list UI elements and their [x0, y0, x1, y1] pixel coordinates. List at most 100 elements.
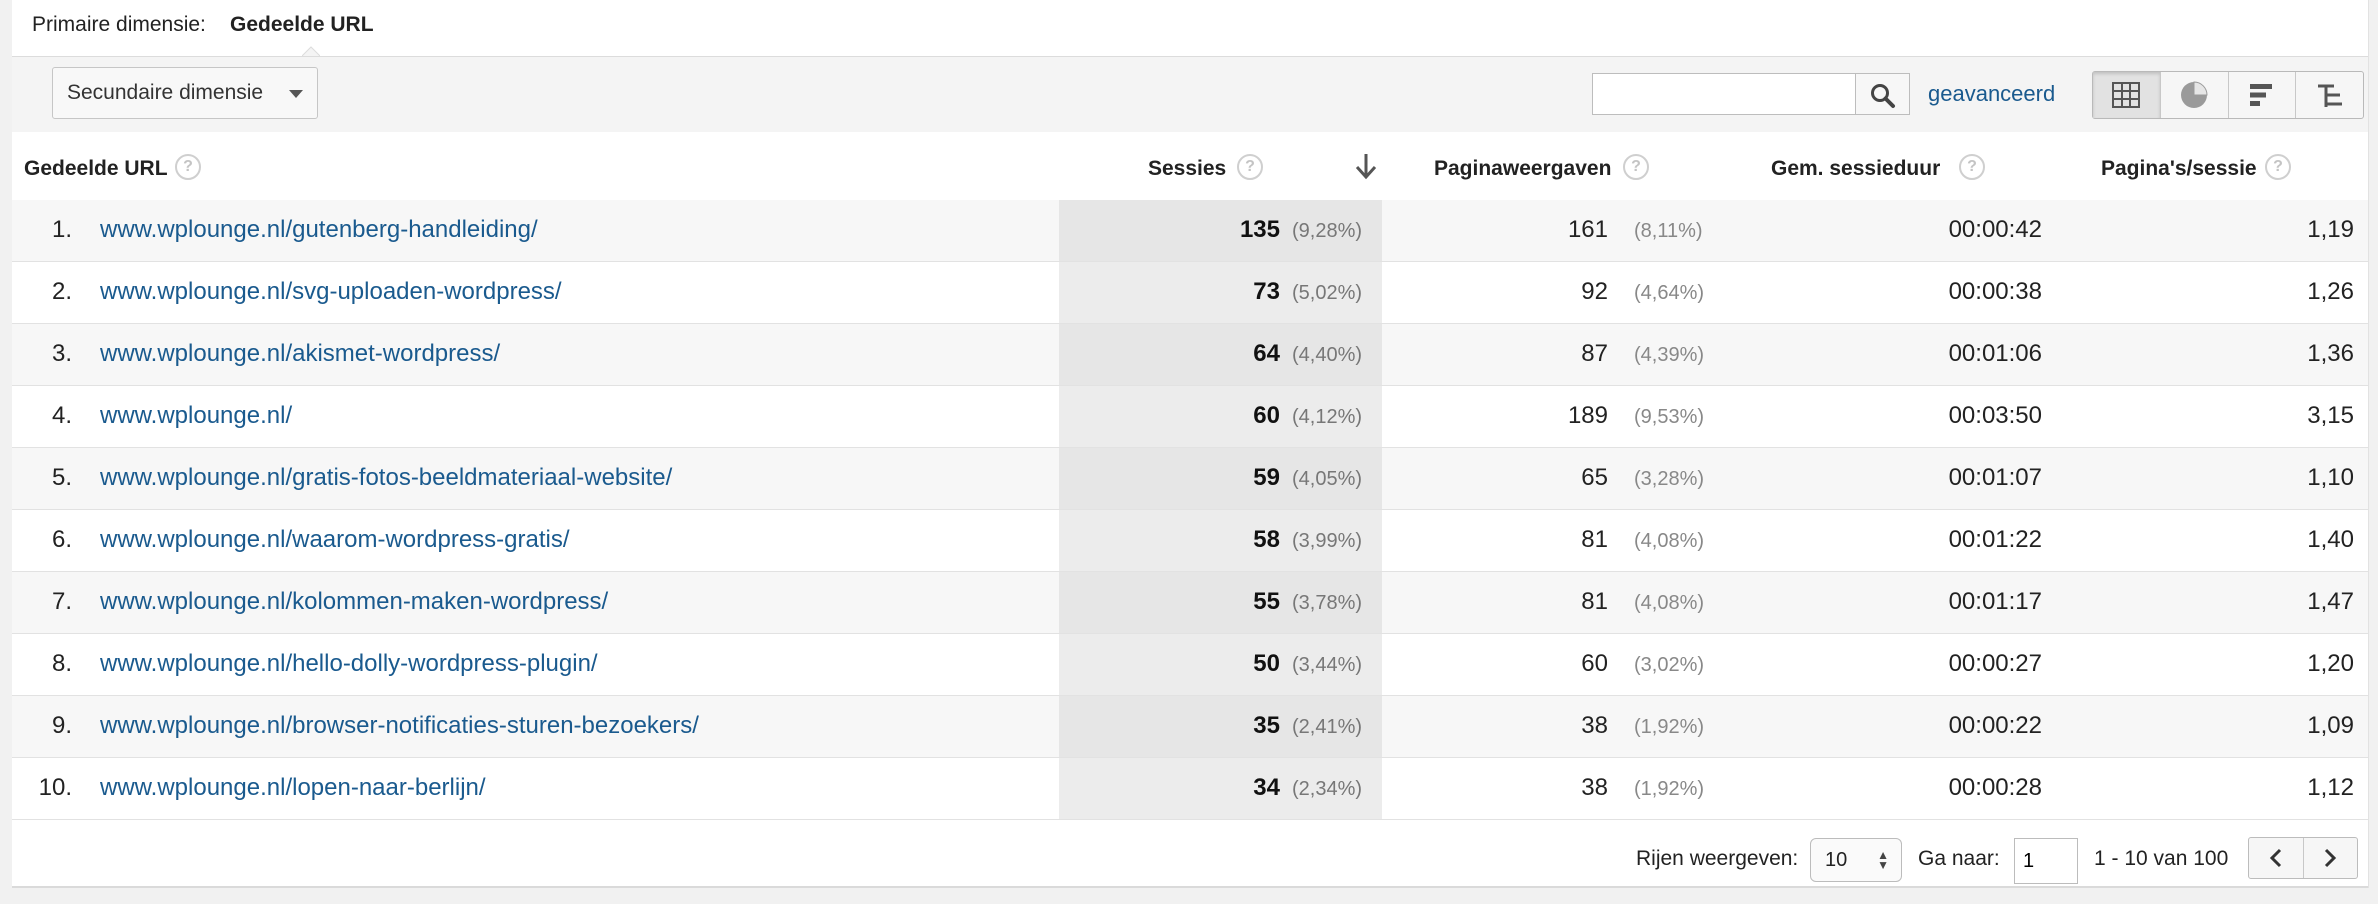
primary-dimension-bar: Primaire dimensie: Gedeelde URL — [12, 0, 2368, 56]
sessions-percent: (2,41%) — [1292, 716, 1363, 738]
help-icon[interactable]: ? — [1623, 154, 1649, 180]
pagination-footer: Rijen weergeven: 10 ▲▼ Ga naar: 1 - 10 v… — [12, 820, 2368, 888]
secondary-dimension-dropdown[interactable]: Secundaire dimensie — [52, 67, 318, 119]
table-row: 8. www.wplounge.nl/hello-dolly-wordpress… — [12, 634, 2368, 696]
table-row: 7. www.wplounge.nl/kolommen-maken-wordpr… — [12, 572, 2368, 634]
pageviews-percent: (1,92%) — [1634, 778, 1705, 800]
pageviews-value: 38 — [1581, 774, 1608, 801]
avg-duration-value: 00:00:42 — [1948, 216, 2042, 243]
url-link[interactable]: www.wplounge.nl/waarom-wordpress-gratis/ — [100, 526, 570, 553]
avg-duration-value: 00:01:17 — [1948, 588, 2042, 615]
url-link[interactable]: www.wplounge.nl/lopen-naar-berlijn/ — [100, 774, 486, 801]
page-bottom-edge — [0, 888, 2378, 904]
sorted-column-highlight — [1059, 262, 1382, 323]
chevron-left-icon — [2269, 848, 2281, 868]
sorted-column-highlight — [1059, 448, 1382, 509]
pivot-view-button[interactable] — [2296, 72, 2363, 118]
pageviews-percent: (4,39%) — [1634, 344, 1705, 366]
goto-label: Ga naar: — [1918, 847, 2000, 870]
sessions-percent: (3,99%) — [1292, 530, 1363, 552]
search-icon — [1871, 84, 1895, 108]
sessions-value: 64 — [1253, 340, 1280, 367]
url-link[interactable]: www.wplounge.nl/gratis-fotos-beeldmateri… — [100, 464, 673, 491]
table-row: 5. www.wplounge.nl/gratis-fotos-beeldmat… — [12, 448, 2368, 510]
chevron-right-icon — [2325, 848, 2337, 868]
pageviews-percent: (4,08%) — [1634, 530, 1705, 552]
advanced-filter-link[interactable]: geavanceerd — [1928, 81, 2056, 106]
url-link[interactable]: www.wplounge.nl/hello-dolly-wordpress-pl… — [100, 650, 598, 677]
pie-view-button[interactable] — [2161, 72, 2229, 118]
pageviews-value: 60 — [1581, 650, 1608, 677]
pageviews-value: 161 — [1567, 216, 1608, 243]
url-link[interactable]: www.wplounge.nl/svg-uploaden-wordpress/ — [100, 278, 562, 305]
url-link[interactable]: www.wplounge.nl/gutenberg-handleiding/ — [100, 216, 538, 243]
help-icon[interactable]: ? — [175, 154, 201, 180]
row-index: 7. — [51, 588, 72, 615]
avg-duration-value: 00:01:07 — [1948, 464, 2042, 491]
active-dimension-caret-icon — [302, 46, 320, 56]
pageviews-percent: (4,08%) — [1634, 592, 1705, 614]
row-index: 10. — [38, 774, 72, 801]
row-index: 6. — [51, 526, 72, 553]
search-button[interactable] — [1856, 73, 1910, 115]
secondary-dimension-label: Secundaire dimensie — [67, 81, 264, 104]
sessions-percent: (4,12%) — [1292, 406, 1363, 428]
header-url[interactable]: Gedeelde URL — [24, 157, 168, 180]
sorted-column-highlight — [1059, 200, 1382, 261]
next-page-button[interactable] — [2304, 838, 2358, 878]
goto-page-input[interactable] — [2014, 838, 2078, 884]
pageviews-value: 87 — [1581, 340, 1608, 367]
row-index: 2. — [51, 278, 72, 305]
table-view-button[interactable] — [2093, 72, 2161, 118]
pageviews-percent: (3,28%) — [1634, 468, 1705, 490]
header-pages-per-session[interactable]: Pagina's/sessie — [2101, 157, 2257, 180]
row-index: 8. — [51, 650, 72, 677]
sorted-column-highlight — [1059, 696, 1382, 757]
pager — [2248, 837, 2358, 879]
pages-per-session-value: 1,19 — [2307, 216, 2354, 243]
avg-duration-value: 00:01:22 — [1948, 526, 2042, 553]
table-view-icon — [2112, 82, 2141, 108]
sorted-column-highlight — [1059, 634, 1382, 695]
help-icon[interactable]: ? — [1959, 154, 1985, 180]
sessions-percent: (9,28%) — [1292, 220, 1363, 242]
search-input[interactable] — [1592, 73, 1856, 115]
table-row: 4. www.wplounge.nl/ 60 (4,12%) 189 (9,53… — [12, 386, 2368, 448]
header-pageviews[interactable]: Paginaweergaven — [1434, 157, 1612, 180]
sorted-column-highlight — [1059, 572, 1382, 633]
pie-view-icon — [2181, 81, 2208, 108]
help-icon[interactable]: ? — [1237, 154, 1263, 180]
primary-dimension-label: Primaire dimensie: — [32, 13, 206, 36]
previous-page-button[interactable] — [2249, 838, 2304, 878]
sort-descending-icon[interactable] — [1354, 152, 1378, 180]
bar-view-button[interactable] — [2229, 72, 2297, 118]
pivot-view-icon — [2317, 84, 2342, 107]
avg-duration-value: 00:00:27 — [1948, 650, 2042, 677]
pageviews-percent: (4,64%) — [1634, 282, 1705, 304]
row-index: 3. — [51, 340, 72, 367]
help-icon[interactable]: ? — [2265, 154, 2291, 180]
header-sessions[interactable]: Sessies — [1148, 157, 1227, 180]
pages-per-session-value: 1,10 — [2307, 464, 2354, 491]
table-row: 9. www.wplounge.nl/browser-notificaties-… — [12, 696, 2368, 758]
url-link[interactable]: www.wplounge.nl/kolommen-maken-wordpress… — [100, 588, 609, 615]
rows-per-page-label: Rijen weergeven: — [1636, 847, 1799, 870]
sessions-value: 59 — [1253, 464, 1280, 491]
table-row: 1. www.wplounge.nl/gutenberg-handleiding… — [12, 200, 2368, 262]
url-link[interactable]: www.wplounge.nl/ — [100, 402, 293, 429]
primary-dimension-value[interactable]: Gedeelde URL — [230, 13, 374, 36]
sorted-column-highlight — [1059, 386, 1382, 447]
sessions-value: 73 — [1253, 278, 1280, 305]
table-row: 2. www.wplounge.nl/svg-uploaden-wordpres… — [12, 262, 2368, 324]
pageviews-value: 81 — [1581, 588, 1608, 615]
url-link[interactable]: www.wplounge.nl/akismet-wordpress/ — [100, 340, 501, 367]
table-row: 10. www.wplounge.nl/lopen-naar-berlijn/ … — [12, 758, 2368, 820]
url-link[interactable]: www.wplounge.nl/browser-notificaties-stu… — [100, 712, 699, 739]
select-arrows-icon: ▲ ▼ — [1877, 848, 1889, 872]
rows-per-page-select[interactable]: 10 ▲ ▼ — [1810, 838, 1902, 882]
table-row: 6. www.wplounge.nl/waarom-wordpress-grat… — [12, 510, 2368, 572]
pageviews-value: 189 — [1567, 402, 1608, 429]
pages-per-session-value: 1,47 — [2307, 588, 2354, 615]
header-avg-session-duration[interactable]: Gem. sessieduur — [1771, 157, 1941, 180]
